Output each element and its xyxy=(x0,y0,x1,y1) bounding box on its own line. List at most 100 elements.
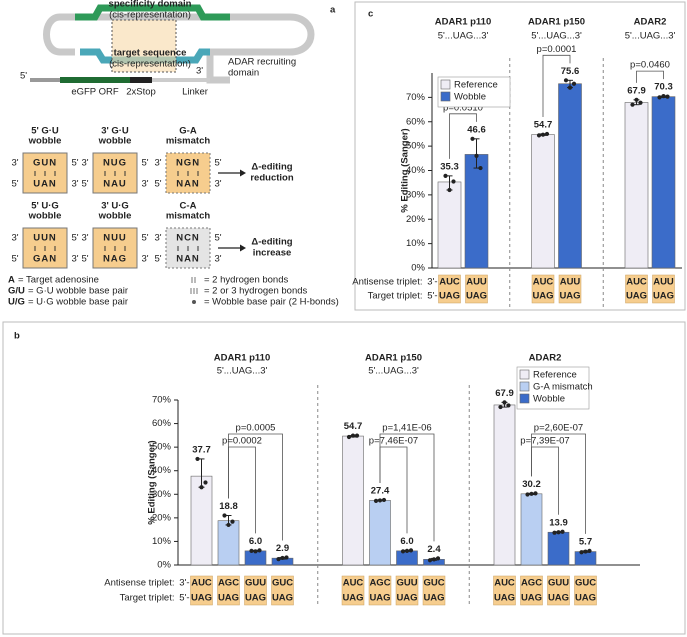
data-point xyxy=(381,497,387,503)
triplet-box xyxy=(625,274,648,304)
panel-b-frame xyxy=(2,321,686,635)
end-label: 3' xyxy=(141,254,148,265)
y-tick-label: 50% xyxy=(152,442,172,453)
bar xyxy=(558,83,582,269)
triplet-box xyxy=(341,575,365,606)
antisense-triplet: AGC xyxy=(521,578,542,589)
antisense-triplet: AGC xyxy=(218,578,239,589)
data-point xyxy=(373,498,379,503)
data-point xyxy=(222,513,227,518)
legend-text: = Wobble base pair (2 H-bonds) xyxy=(204,297,339,308)
effect-label: Δ-editing xyxy=(251,162,292,173)
target-triplet: UAG xyxy=(575,593,596,604)
group-title: ADAR2 xyxy=(529,353,562,364)
legend-label: Wobble xyxy=(533,394,565,405)
triplet-label: Antisense triplet: xyxy=(104,578,174,589)
pair-bottom: UAN xyxy=(33,179,57,190)
pair-bottom: GAN xyxy=(33,254,57,265)
arrow-head xyxy=(240,244,246,252)
target-triplet: UAG xyxy=(626,291,647,302)
arrow-head xyxy=(240,169,246,177)
data-point xyxy=(427,558,433,563)
orf-bar xyxy=(60,77,130,83)
p-value: p=7,39E-07 xyxy=(520,436,569,447)
target-triplet: UAG xyxy=(439,291,460,302)
data-point xyxy=(447,187,452,193)
y-tick-label: 20% xyxy=(406,214,426,225)
end-label: 3' xyxy=(214,254,221,265)
end-label: 5' xyxy=(141,233,148,244)
data-point xyxy=(474,153,479,158)
target-triplet: UAG xyxy=(342,593,363,604)
end-label: 5' xyxy=(154,179,161,190)
data-point xyxy=(630,102,635,107)
triplet-box xyxy=(422,575,446,606)
y-tick-label: 20% xyxy=(152,512,172,523)
data-point xyxy=(199,485,204,490)
legend-label: Reference xyxy=(533,370,577,381)
target-triplet: UAG xyxy=(559,291,580,302)
antisense-triplet: AUU xyxy=(653,277,674,288)
data-point xyxy=(556,530,561,535)
y-axis-label: % Editing (Sanger) xyxy=(400,128,411,212)
recruiting-label: ADAR recruiting xyxy=(228,57,296,68)
p-bracket xyxy=(379,446,408,534)
data-point xyxy=(443,173,448,178)
antisense-triplet: AUC xyxy=(343,578,364,589)
triplet-end: 5'- xyxy=(179,593,189,604)
end-label: 5' xyxy=(71,158,78,169)
target-triplet: UAG xyxy=(191,593,212,604)
value-label: 46.6 xyxy=(467,124,486,135)
end-label: 3' xyxy=(71,254,78,265)
data-point xyxy=(579,550,584,555)
data-point xyxy=(435,556,441,561)
legend-symbol: G/U xyxy=(8,286,25,297)
y-tick-label: 70% xyxy=(152,395,172,406)
pair-top: NUU xyxy=(103,233,127,244)
value-label: 54.7 xyxy=(534,119,553,130)
value-label: 2.9 xyxy=(276,543,289,554)
y-tick-label: 10% xyxy=(406,238,426,249)
data-point xyxy=(657,95,662,100)
data-point xyxy=(552,530,557,535)
end-label: 5' xyxy=(81,254,88,265)
antisense-triplet: GUU xyxy=(396,578,417,589)
triplet-label: Target triplet: xyxy=(120,593,175,604)
value-label: 75.6 xyxy=(561,66,580,77)
group-subtitle: 5'...UAG...3' xyxy=(217,366,268,377)
triplet-label: Target triplet: xyxy=(368,291,423,302)
antisense-triplet: GUC xyxy=(423,578,444,589)
data-point xyxy=(634,97,639,102)
linker-bar xyxy=(152,78,210,82)
antisense-triplet: GUC xyxy=(272,578,293,589)
data-point xyxy=(226,522,231,528)
group-title: ADAR2 xyxy=(634,17,667,28)
data-point xyxy=(400,549,406,554)
antisense-triplet: AUC xyxy=(191,578,212,589)
p-value: p=0.0510 xyxy=(443,102,483,113)
effect-label: Δ-editing xyxy=(251,237,292,248)
legend-swatch xyxy=(519,381,530,392)
data-point xyxy=(195,456,200,462)
triplet-box xyxy=(217,575,240,606)
p-bracket xyxy=(531,446,559,515)
target-triplet: UAG xyxy=(466,291,487,302)
panel-label: c xyxy=(368,9,373,20)
stop-label: 2xStop xyxy=(126,87,156,98)
pair-title: 5' U·G xyxy=(31,201,59,212)
end-label: 5' xyxy=(81,179,88,190)
y-tick-label: 30% xyxy=(152,489,172,500)
target-triplet: UAG xyxy=(494,593,515,604)
construct xyxy=(30,4,315,84)
five-prime: 5' xyxy=(20,71,27,82)
value-label: 54.7 xyxy=(344,421,363,432)
legend-swatch xyxy=(440,91,451,102)
p-value: p=1,41E-06 xyxy=(382,423,431,434)
pair-bottom: NAN xyxy=(176,254,200,265)
end-label: 5' xyxy=(141,158,148,169)
data-point xyxy=(506,403,511,408)
y-tick-label: 60% xyxy=(152,418,172,429)
triplet-box xyxy=(465,274,488,304)
bar xyxy=(624,102,649,269)
